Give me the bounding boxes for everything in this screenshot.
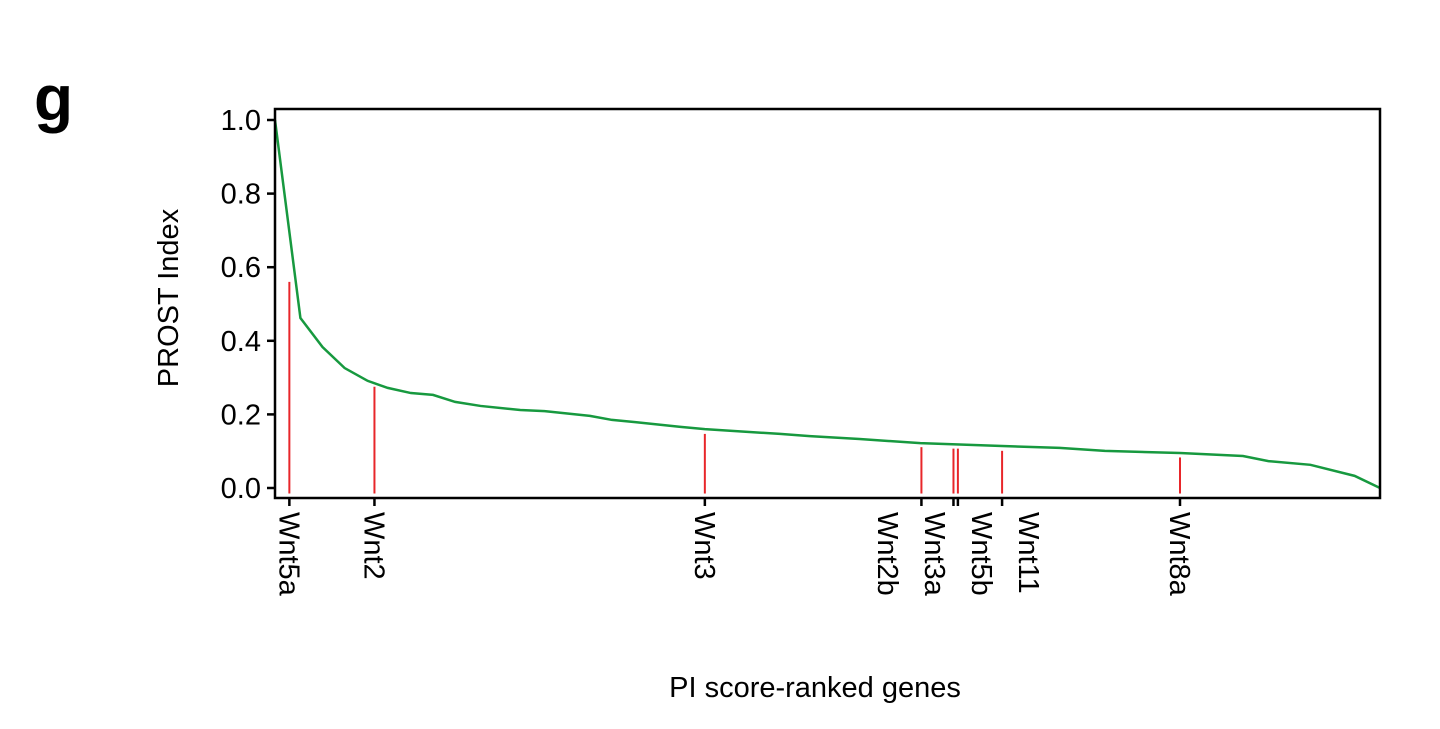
- x-axis: Wnt5a Wnt2 Wnt3 Wnt2b Wnt3a Wnt5b Wnt11 Wnt8a: [272, 498, 1195, 597]
- y-tick-label: 1.0: [221, 105, 261, 137]
- x-tick-label: Wnt5b: [965, 512, 997, 596]
- x-tick-label: Wnt3: [688, 512, 720, 580]
- x-tick-label: Wnt5a: [272, 512, 304, 597]
- y-tick-label: 0.8: [221, 179, 261, 211]
- x-axis-label: PI score-ranked genes: [669, 672, 961, 704]
- y-tick-label: 0.6: [221, 252, 261, 284]
- x-tick-label: Wnt2: [357, 512, 389, 580]
- panel-label: g: [34, 62, 73, 134]
- y-tick-label: 0.2: [221, 399, 261, 431]
- chart-marks: [273, 119, 1381, 494]
- x-tick-label: Wnt2b: [871, 512, 903, 596]
- y-axis: 0.0 0.2 0.4 0.6 0.8 1.0: [221, 105, 275, 505]
- plot-frame: [273, 107, 1382, 500]
- x-tick-label: Wnt11: [1012, 512, 1044, 594]
- x-tick-label: Wnt8a: [1163, 512, 1195, 597]
- y-tick-label: 0.0: [221, 473, 261, 505]
- prost-index-line: [273, 119, 1381, 490]
- y-tick-label: 0.4: [221, 326, 261, 358]
- y-axis-label: PROST Index: [153, 208, 185, 387]
- x-tick-label: Wnt3a: [918, 512, 950, 597]
